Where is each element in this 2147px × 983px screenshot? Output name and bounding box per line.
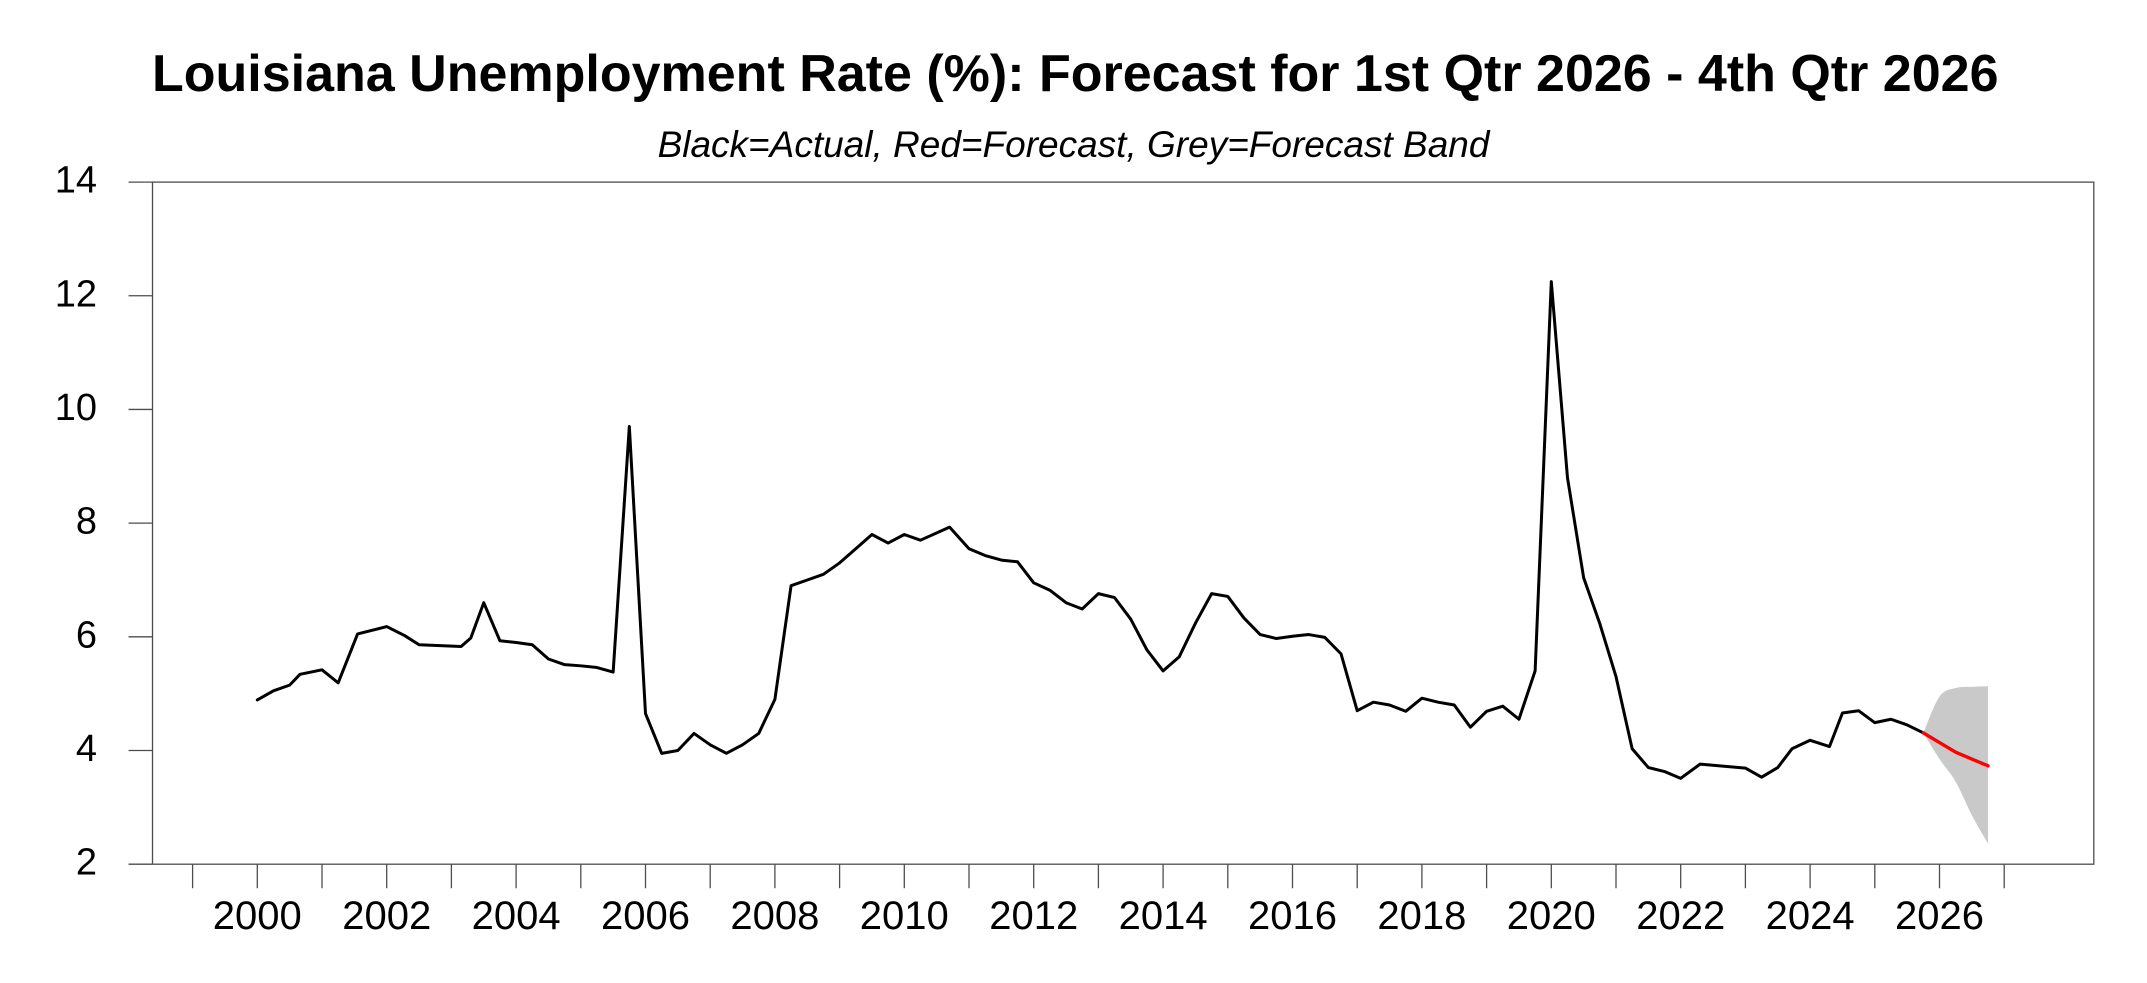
svg-text:4: 4 [76,728,97,770]
svg-text:12: 12 [55,273,97,315]
svg-text:2010: 2010 [860,894,949,938]
svg-text:2014: 2014 [1119,894,1208,938]
svg-text:2002: 2002 [342,894,431,938]
svg-text:2020: 2020 [1507,894,1596,938]
svg-text:2026: 2026 [1895,894,1984,938]
svg-text:2024: 2024 [1766,894,1855,938]
svg-text:2016: 2016 [1248,894,1337,938]
svg-text:2: 2 [76,842,97,884]
svg-text:8: 8 [76,501,97,543]
svg-text:2006: 2006 [601,894,690,938]
svg-text:2008: 2008 [730,894,819,938]
svg-text:6: 6 [76,614,97,656]
svg-text:2022: 2022 [1636,894,1725,938]
svg-text:2018: 2018 [1377,894,1466,938]
svg-text:2012: 2012 [989,894,1078,938]
svg-text:10: 10 [55,387,97,429]
svg-text:2000: 2000 [213,894,302,938]
svg-text:2004: 2004 [472,894,561,938]
